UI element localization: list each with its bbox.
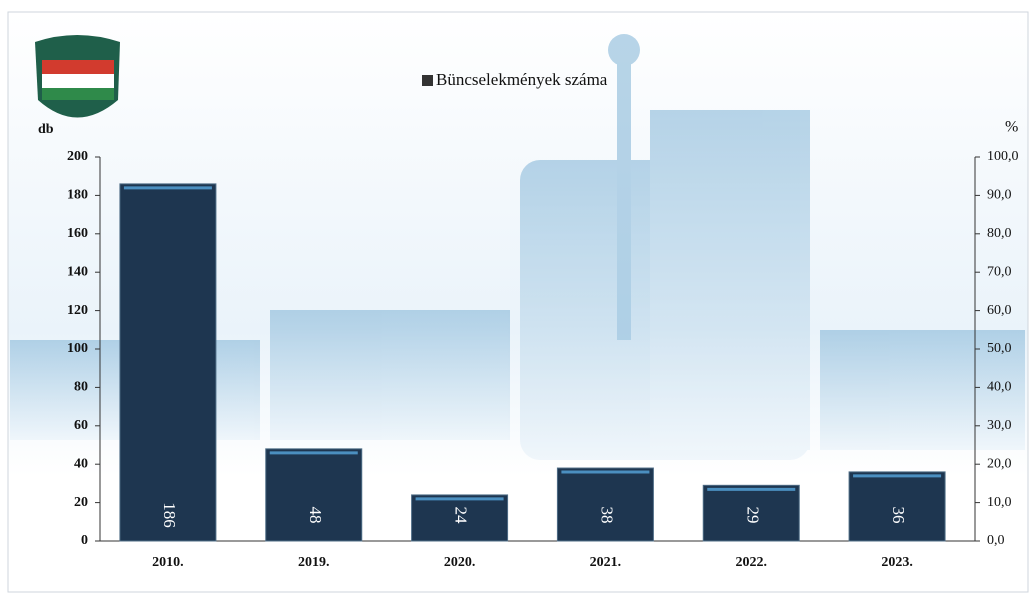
y2-tick-label: 100,0: [987, 149, 1019, 164]
bar: [119, 183, 217, 542]
y2-tick-label: 60,0: [987, 303, 1012, 318]
y2-tick-label: 70,0: [987, 264, 1012, 279]
bar: [265, 448, 363, 542]
y-tick-label: 120: [67, 303, 88, 318]
police-badge: [35, 35, 120, 118]
bar: [556, 467, 654, 542]
data-label: 24: [452, 507, 471, 525]
y2-tick-label: 30,0: [987, 418, 1012, 433]
y2-tick-label: 20,0: [987, 456, 1012, 471]
data-label: 38: [598, 507, 617, 524]
y-tick-label: 20: [74, 495, 88, 510]
x-tick-label: 2023.: [881, 555, 913, 570]
legend-label: Büncselekmények száma: [436, 70, 608, 89]
y-tick-label: 180: [67, 188, 88, 203]
y-axis-label: db: [38, 122, 54, 137]
y2-tick-label: 0,0: [987, 533, 1005, 548]
data-label: 186: [160, 502, 179, 528]
y2-axis-label: %: [1005, 119, 1018, 136]
y2-tick-label: 10,0: [987, 495, 1012, 510]
x-tick-label: 2022.: [736, 555, 768, 570]
y-tick-label: 140: [67, 264, 88, 279]
y-tick-label: 200: [67, 149, 88, 164]
x-tick-label: 2021.: [590, 555, 622, 570]
bar: [848, 471, 946, 542]
x-tick-label: 2019.: [298, 555, 330, 570]
data-label: 48: [306, 507, 325, 524]
y2-tick-label: 50,0: [987, 341, 1012, 356]
bar: [411, 494, 509, 542]
y-tick-label: 40: [74, 456, 88, 471]
data-label: 36: [889, 507, 908, 524]
legend-swatch: [422, 75, 433, 86]
y2-tick-label: 80,0: [987, 226, 1012, 241]
bar: [702, 484, 800, 542]
x-tick-label: 2020.: [444, 555, 476, 570]
y-tick-label: 80: [74, 380, 88, 395]
y-tick-label: 0: [81, 533, 88, 548]
y-tick-label: 160: [67, 226, 88, 241]
y-tick-label: 60: [74, 418, 88, 433]
y-tick-label: 100: [67, 341, 88, 356]
data-label: 29: [743, 507, 762, 524]
x-tick-label: 2010.: [152, 555, 184, 570]
y2-tick-label: 40,0: [987, 380, 1012, 395]
y2-tick-label: 90,0: [987, 188, 1012, 203]
